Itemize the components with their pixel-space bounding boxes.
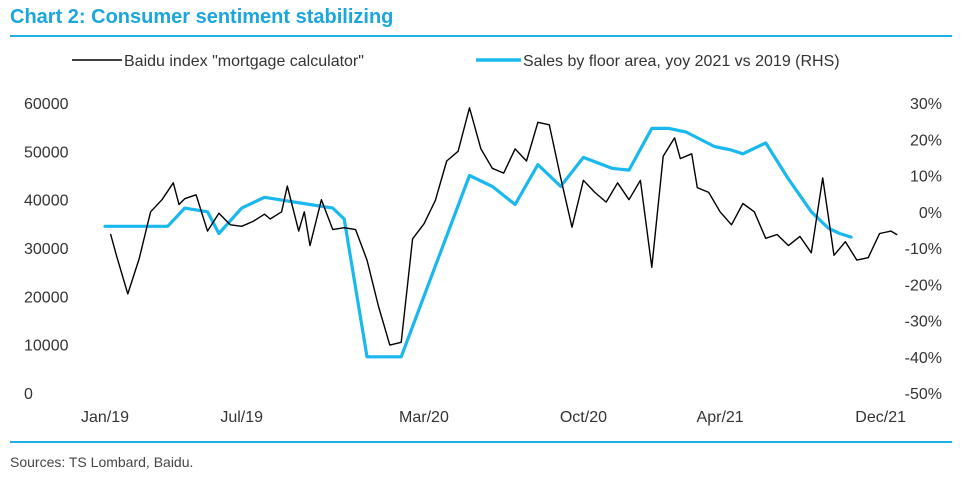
x-tick-label: Jul/19 <box>220 409 263 426</box>
x-tick-label: Apr/21 <box>697 409 744 426</box>
sources-note: Sources: TS Lombard, Baidu. <box>10 454 194 470</box>
y-right-tick-label: 30% <box>910 96 942 113</box>
y-right-tick-label: -20% <box>905 277 942 294</box>
y-right-tick-label: 20% <box>910 132 942 149</box>
x-tick-label: Jan/19 <box>81 409 129 426</box>
y-left-tick-label: 40000 <box>24 193 69 210</box>
y-right-tick-label: -10% <box>905 241 942 258</box>
y-right-tick-label: -50% <box>905 386 942 403</box>
legend: Baidu index "mortgage calculator" Sales … <box>72 53 840 70</box>
y-right-tick-label: 10% <box>910 169 942 186</box>
legend-label-baidu: Baidu index "mortgage calculator" <box>124 53 364 70</box>
series-line-sales <box>103 126 853 359</box>
series-lines <box>103 107 898 359</box>
y-left-tick-label: 50000 <box>24 144 69 161</box>
chart-title: Chart 2: Consumer sentiment stabilizing <box>10 6 394 28</box>
y-left-tick-label: 10000 <box>24 338 69 355</box>
y-axis-right: 30% 20% 10% 0% -10% -20% -30% -40% -50% <box>905 96 942 403</box>
y-left-tick-label: 30000 <box>24 241 69 258</box>
y-right-tick-label: -40% <box>905 350 942 367</box>
y-left-tick-label: 20000 <box>24 289 69 306</box>
footer-rule <box>10 441 952 443</box>
y-axis-left: 60000 50000 40000 30000 20000 10000 0 <box>24 96 69 403</box>
title-rule <box>10 35 952 37</box>
x-tick-label: Oct/20 <box>560 409 607 426</box>
legend-label-sales: Sales by floor area, yoy 2021 vs 2019 (R… <box>523 53 840 70</box>
line-chart: Baidu index "mortgage calculator" Sales … <box>24 53 942 426</box>
x-tick-label: Mar/20 <box>399 409 449 426</box>
x-tick-label: Dec/21 <box>855 409 906 426</box>
y-left-tick-label: 0 <box>24 386 33 403</box>
y-left-tick-label: 60000 <box>24 96 69 113</box>
x-axis: Jan/19 Jul/19 Mar/20 Oct/20 Apr/21 Dec/21 <box>81 409 906 426</box>
y-right-tick-label: -30% <box>905 314 942 331</box>
y-right-tick-label: 0% <box>919 205 942 222</box>
series-line-baidu <box>109 107 898 346</box>
